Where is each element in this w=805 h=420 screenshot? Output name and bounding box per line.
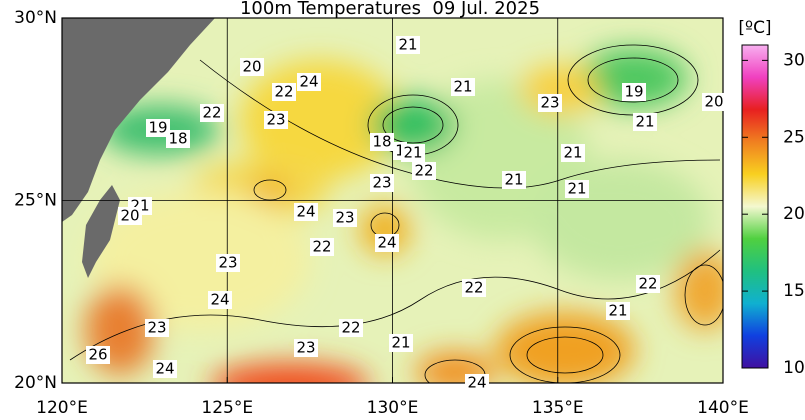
contour-label-bg [538, 94, 562, 112]
x-tick-label: 130°E [367, 398, 419, 418]
contour-label-bg [118, 207, 142, 225]
contour-label-bg [633, 113, 657, 131]
contour-label: 22 [464, 279, 483, 297]
x-tick-label: 120°E [36, 398, 88, 418]
contour-label-bg [622, 83, 646, 101]
contour-label-bg [200, 104, 224, 122]
contour-label-bg [297, 73, 321, 91]
contour-label: 26 [88, 346, 107, 364]
contour-label: 20 [242, 58, 261, 76]
contour-label: 23 [296, 339, 315, 357]
colorbar [741, 44, 769, 369]
x-tick-label: 135°E [532, 398, 584, 418]
contour-label: 19 [624, 83, 643, 101]
contour-label: 23 [335, 209, 354, 227]
map-frame [61, 17, 724, 384]
colorbar-tick-label: 30 [783, 50, 805, 70]
contour-label: 21 [608, 302, 627, 320]
contour-label: 22 [414, 162, 433, 180]
contour-label: 24 [467, 374, 486, 392]
contour-label-bg [310, 238, 334, 256]
contour-label: 21 [391, 334, 410, 352]
contour-label: 24 [377, 234, 396, 252]
contour-label-bg [396, 36, 420, 54]
contour-label: 19 [148, 119, 167, 137]
contour-label: 1 [395, 142, 405, 160]
contour-label: 18 [168, 130, 187, 148]
title: 100m Temperatures 09 Jul. 2025 [240, 0, 540, 19]
x-tick-label: 140°E [697, 398, 749, 418]
contour-label-bg [216, 254, 240, 272]
contour-label-bg [240, 58, 264, 76]
contour-label-bg [208, 291, 232, 309]
x-tick-label: 125°E [201, 398, 253, 418]
contour-label-bg [146, 119, 170, 137]
contour-label: 24 [299, 73, 318, 91]
contour-label: 21 [635, 113, 654, 131]
contour-label-bg [294, 203, 318, 221]
contour-label-bg [375, 234, 399, 252]
contour-label: 22 [341, 319, 360, 337]
contour-label: 21 [567, 180, 586, 198]
contour-label: 23 [540, 94, 559, 112]
contour-label: 21 [398, 36, 417, 54]
contour-label-bg [166, 130, 190, 148]
contour-label-bg [606, 302, 630, 320]
contour-label-bg [462, 279, 486, 297]
contour-label-bg [264, 111, 288, 129]
contour-label: 23 [372, 174, 391, 192]
contour-label-bg [401, 144, 425, 162]
contour-label-bg [370, 174, 394, 192]
mainland [62, 18, 215, 222]
y-tick-label: 20°N [14, 373, 57, 393]
contour-label: 24 [210, 291, 229, 309]
colorbar-tick-label: 10 [783, 358, 805, 378]
contour-label-bg [465, 374, 489, 392]
contour-label-bg [370, 133, 394, 151]
colorbar-unit: [ºC] [738, 18, 771, 38]
contour-label-bg [565, 180, 589, 198]
y-tick-label: 30°N [14, 8, 57, 28]
contour-label: 21 [453, 78, 472, 96]
colorbar-tick-label: 25 [783, 127, 805, 147]
contour-label: 22 [638, 275, 657, 293]
contour-label-bg [294, 339, 318, 357]
contour-label-bg [86, 346, 110, 364]
contour-label-bg [561, 144, 585, 162]
contour-label-bg [451, 78, 475, 96]
y-tick-label: 25°N [14, 191, 57, 211]
contour-label-bg [412, 162, 436, 180]
colorbar-tick-label: 20 [783, 204, 805, 224]
contour-label: 23 [147, 319, 166, 337]
contour-label: 22 [312, 238, 331, 256]
colorbar-tick-label: 15 [783, 281, 805, 301]
contour-label: 21 [504, 171, 523, 189]
contour-label: 18 [372, 133, 391, 151]
contour-label-bg [333, 209, 357, 227]
contour-label-bg [636, 275, 660, 293]
contour-label: 21 [563, 144, 582, 162]
contour-label-bg [272, 83, 296, 101]
contour-label: 22 [274, 83, 293, 101]
contour-label: 23 [218, 254, 237, 272]
contour-label-bg [389, 334, 413, 352]
contour-label-bg [153, 360, 177, 378]
contour-label: 24 [155, 360, 174, 378]
contour-label: 20 [704, 93, 723, 111]
contour-label: 21 [403, 144, 422, 162]
contour-label: 24 [296, 203, 315, 221]
contour-label: 20 [120, 207, 139, 225]
contour-label: 22 [202, 104, 221, 122]
taiwan [82, 185, 120, 278]
contour-label-bg [145, 319, 169, 337]
contour-label-bg [502, 171, 526, 189]
contour-label-bg [339, 319, 363, 337]
contour-label-bg [702, 93, 726, 111]
contour-label: 23 [266, 111, 285, 129]
